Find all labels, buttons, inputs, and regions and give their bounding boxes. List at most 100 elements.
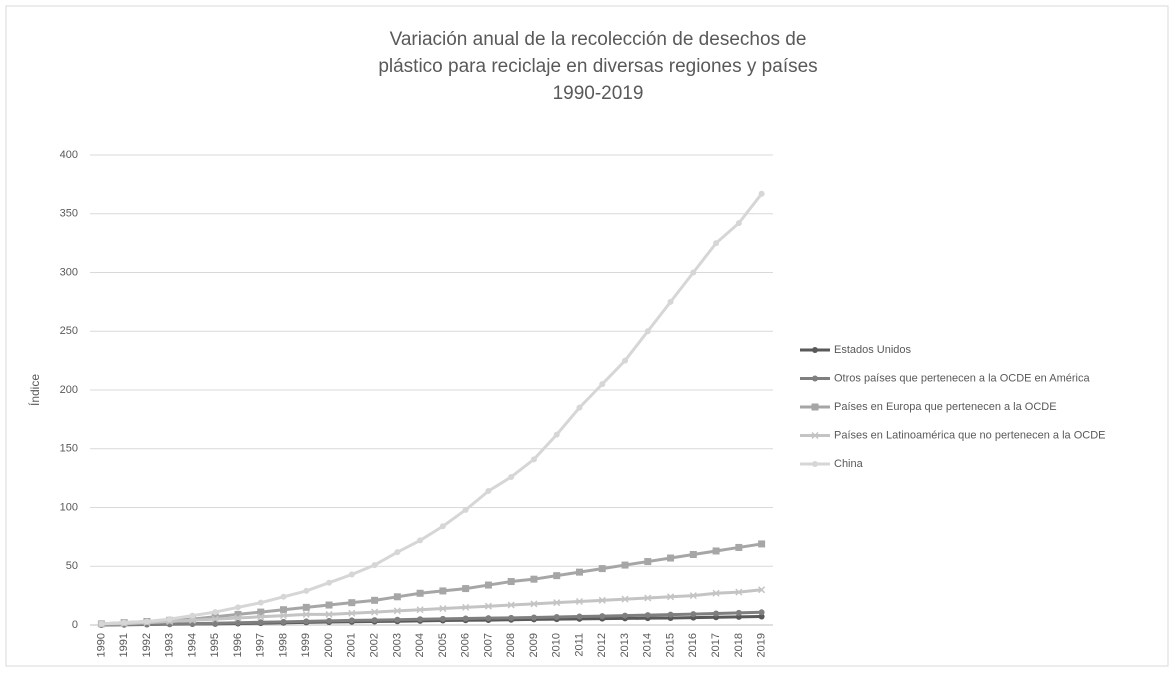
x-tick-label: 1991 bbox=[118, 633, 130, 657]
x-tick-label: 1999 bbox=[300, 633, 312, 657]
line-marker bbox=[417, 537, 424, 544]
line-marker bbox=[812, 347, 818, 353]
line-marker bbox=[371, 562, 378, 569]
line-marker bbox=[530, 456, 537, 463]
x-tick-label: 2000 bbox=[323, 633, 335, 657]
line-marker bbox=[622, 612, 629, 619]
line-marker bbox=[211, 615, 219, 623]
line-marker bbox=[189, 612, 196, 619]
line-marker bbox=[621, 561, 629, 569]
x-tick-label: 1996 bbox=[232, 633, 244, 657]
line-marker bbox=[507, 578, 515, 586]
line-marker bbox=[212, 620, 219, 627]
line-marker bbox=[371, 608, 379, 616]
x-tick-label: 2002 bbox=[368, 633, 380, 657]
line-marker bbox=[212, 609, 219, 616]
line-marker bbox=[758, 540, 766, 548]
x-tick-label: 2011 bbox=[573, 633, 585, 657]
x-tick-label: 1990 bbox=[95, 633, 107, 657]
line-marker bbox=[326, 617, 333, 624]
line-marker bbox=[462, 603, 470, 611]
line-marker bbox=[394, 549, 401, 556]
line-marker bbox=[211, 613, 219, 621]
x-tick-label: 2015 bbox=[664, 633, 676, 657]
line-marker bbox=[348, 571, 355, 578]
line-marker bbox=[644, 612, 651, 619]
y-tick-label: 200 bbox=[60, 384, 78, 396]
line-marker bbox=[644, 594, 652, 602]
chart-title: Variación anual de la recolección de des… bbox=[390, 29, 807, 50]
line-marker bbox=[553, 572, 561, 580]
line-marker bbox=[143, 618, 150, 625]
line-marker bbox=[667, 554, 675, 562]
line-marker bbox=[812, 375, 818, 382]
line-marker bbox=[188, 616, 196, 624]
line-marker bbox=[667, 298, 674, 305]
line-marker bbox=[553, 431, 560, 438]
line-marker bbox=[689, 551, 697, 558]
x-tick-label: 2004 bbox=[414, 633, 426, 657]
line-marker bbox=[735, 220, 742, 227]
line-marker bbox=[393, 607, 401, 615]
line-marker bbox=[439, 605, 447, 613]
line-marker bbox=[462, 585, 470, 593]
line-marker bbox=[758, 190, 765, 197]
line-marker bbox=[598, 596, 606, 604]
legend-label: Países en Latinoamérica que no pertenece… bbox=[834, 429, 1106, 441]
line-marker bbox=[121, 619, 128, 626]
line-marker bbox=[303, 618, 310, 625]
line-marker bbox=[439, 615, 446, 622]
series-line bbox=[101, 588, 762, 626]
line-marker bbox=[758, 613, 765, 620]
line-marker bbox=[348, 617, 355, 624]
line-marker bbox=[485, 488, 492, 495]
line-marker bbox=[257, 613, 265, 621]
x-tick-label: 1995 bbox=[209, 633, 221, 657]
line-marker bbox=[325, 601, 333, 609]
line-marker bbox=[462, 506, 469, 513]
line-marker bbox=[575, 597, 584, 606]
line-marker bbox=[575, 568, 583, 576]
x-tick-label: 2005 bbox=[437, 633, 449, 657]
line-marker bbox=[812, 461, 818, 467]
line-marker bbox=[712, 547, 720, 555]
chart-frame bbox=[5, 5, 1169, 667]
line-marker bbox=[758, 609, 765, 616]
x-tick-label: 1992 bbox=[141, 633, 153, 657]
x-tick-label: 2016 bbox=[687, 633, 699, 657]
x-tick-label: 2018 bbox=[733, 633, 745, 657]
series-line bbox=[101, 610, 762, 627]
x-tick-label: 2012 bbox=[596, 633, 608, 657]
line-marker bbox=[417, 616, 424, 623]
line-marker bbox=[98, 620, 105, 627]
line-marker bbox=[280, 618, 287, 625]
line-marker bbox=[302, 610, 310, 618]
chart-title: plástico para reciclaje en diversas regi… bbox=[378, 56, 817, 77]
line-marker bbox=[302, 603, 310, 611]
line-marker bbox=[416, 606, 424, 614]
line-marker bbox=[234, 619, 241, 626]
x-tick-label: 2019 bbox=[756, 633, 768, 657]
line-marker bbox=[712, 589, 720, 597]
y-tick-label: 250 bbox=[60, 325, 78, 337]
line-marker bbox=[530, 575, 538, 583]
line-marker bbox=[530, 600, 538, 608]
chart-title: 1990-2019 bbox=[553, 83, 644, 104]
line-marker bbox=[166, 616, 173, 623]
line-marker bbox=[690, 611, 697, 618]
line-marker bbox=[622, 357, 629, 364]
line-marker bbox=[257, 619, 264, 626]
line-marker bbox=[303, 587, 310, 594]
legend-label: Países en Europa que pertenecen a la OCD… bbox=[834, 401, 1057, 413]
x-tick-label: 1994 bbox=[186, 633, 198, 657]
x-tick-label: 1993 bbox=[164, 633, 176, 657]
y-axis-label: Índice bbox=[27, 374, 42, 406]
y-tick-label: 300 bbox=[60, 266, 78, 278]
line-marker bbox=[713, 610, 720, 617]
line-marker bbox=[735, 543, 743, 551]
line-marker bbox=[257, 608, 265, 616]
legend-label: China bbox=[834, 458, 864, 470]
series-line bbox=[101, 192, 763, 626]
line-marker bbox=[689, 592, 697, 600]
